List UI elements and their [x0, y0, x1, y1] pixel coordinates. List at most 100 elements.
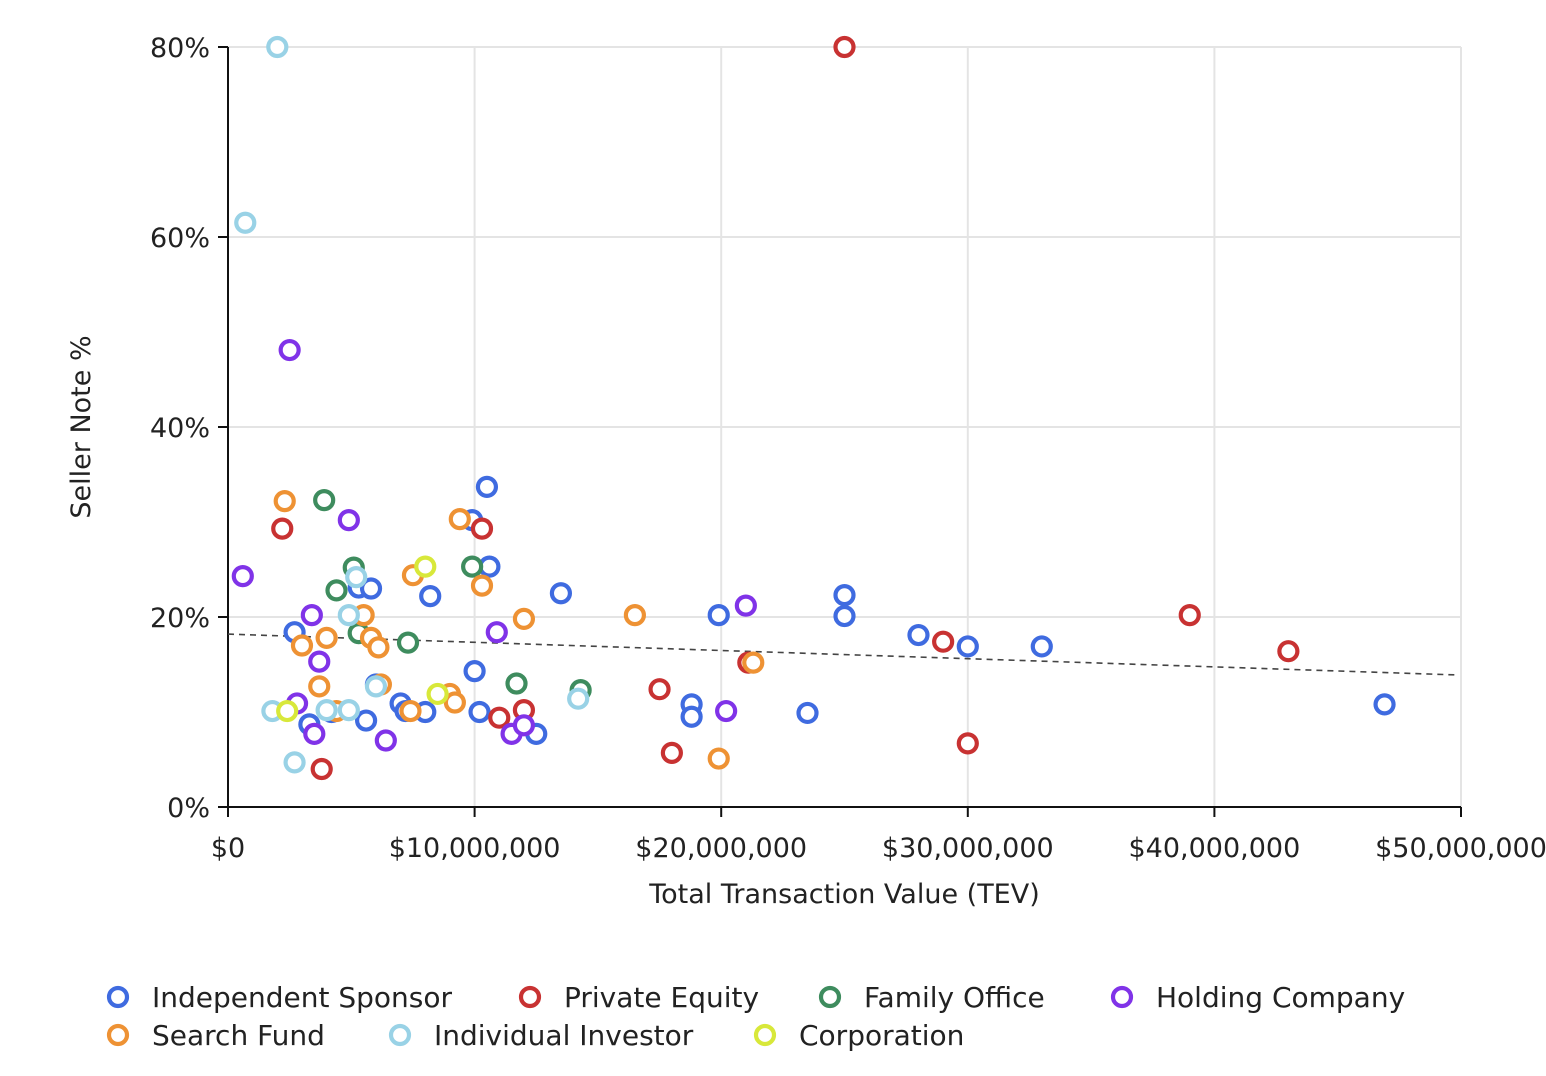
data-point: [1030, 635, 1053, 658]
gridlines: [228, 46, 1462, 807]
data-point: [337, 508, 360, 532]
legend-label: Individual Investor: [434, 1019, 694, 1052]
legend-item: Search Fund: [106, 1019, 325, 1052]
data-point: [549, 582, 573, 605]
y-tick-label: 40%: [150, 413, 210, 444]
series-individual-investor: [234, 35, 590, 774]
data-point: [414, 555, 437, 578]
axes: [218, 46, 1462, 817]
data-point: [512, 714, 536, 737]
legend: Independent Sponsor Private Equity Family …: [106, 981, 1405, 1052]
x-tick-label: $20,000,000: [635, 833, 807, 864]
data-point: [742, 651, 765, 674]
data-point: [443, 691, 466, 714]
data-point: [956, 732, 979, 755]
legend-label: Private Equity: [564, 981, 759, 1014]
data-point: [461, 555, 484, 578]
legend-marker: [818, 985, 842, 1009]
legend-marker: [106, 985, 130, 1009]
x-tick-label: $50,000,000: [1375, 833, 1546, 864]
data-point: [337, 698, 360, 722]
x-tick-label: $0: [211, 833, 245, 864]
data-point: [567, 687, 590, 710]
data-point: [1277, 640, 1300, 663]
data-point: [315, 698, 338, 722]
y-tick-label: 60%: [150, 223, 210, 254]
data-point: [337, 603, 360, 627]
data-point: [796, 701, 819, 725]
data-point: [396, 631, 420, 654]
legend-marker: [753, 1023, 777, 1047]
data-point: [623, 603, 646, 627]
legend-marker: [388, 1023, 412, 1047]
legend-marker: [518, 985, 542, 1009]
data-point: [833, 35, 856, 59]
data-point: [325, 579, 348, 602]
data-point: [660, 741, 683, 764]
data-point: [907, 623, 930, 647]
data-point: [367, 636, 390, 659]
data-point: [512, 607, 536, 631]
data-point: [276, 699, 299, 723]
y-tick-labels: 0% 20% 40% 60% 80%: [150, 33, 210, 824]
data-point: [426, 682, 449, 706]
data-point: [475, 475, 499, 498]
data-point: [374, 729, 397, 752]
y-tick-label: 0%: [167, 793, 210, 824]
data-point: [303, 722, 326, 745]
y-tick-label: 80%: [150, 33, 210, 64]
data-point: [488, 706, 511, 729]
legend-marker: [106, 1023, 130, 1047]
x-axis-title: Total Transaction Value (TEV): [648, 879, 1040, 910]
data-points: [231, 35, 1396, 781]
data-point: [308, 675, 331, 698]
data-point: [231, 565, 254, 588]
data-point: [313, 489, 336, 512]
legend-label: Search Fund: [152, 1019, 325, 1052]
data-point: [399, 699, 422, 723]
data-point: [1178, 603, 1201, 627]
legend-item: Family Office: [818, 981, 1045, 1014]
data-point: [715, 699, 738, 723]
y-axis-title: Seller Note %: [66, 335, 97, 518]
data-point: [648, 678, 671, 701]
legend-label: Corporation: [799, 1019, 964, 1052]
data-point: [273, 490, 296, 513]
legend-item: Corporation: [753, 1019, 964, 1052]
x-tick-label: $40,000,000: [1129, 833, 1301, 864]
legend-label: Family Office: [864, 981, 1045, 1014]
data-point: [359, 577, 383, 600]
data-point: [833, 584, 856, 607]
data-point: [470, 574, 494, 597]
data-point: [707, 603, 730, 627]
data-point: [505, 672, 528, 695]
legend-item: Private Equity: [518, 981, 759, 1014]
series-corporation: [276, 555, 449, 723]
data-point: [278, 338, 301, 362]
data-point: [932, 630, 955, 653]
data-point: [308, 650, 331, 673]
x-tick-label: $10,000,000: [389, 833, 561, 864]
data-point: [345, 565, 368, 589]
data-point: [266, 35, 289, 59]
data-point: [234, 211, 257, 234]
x-tick-label: $30,000,000: [882, 833, 1054, 864]
series-holding-company: [231, 338, 757, 752]
data-point: [463, 660, 486, 683]
data-point: [1373, 693, 1396, 716]
data-point: [419, 584, 442, 608]
data-point: [354, 709, 378, 732]
y-tick-label: 20%: [150, 603, 210, 634]
legend-item: Individual Investor: [388, 1019, 694, 1052]
data-point: [290, 634, 314, 657]
legend-item: Holding Company: [1110, 981, 1405, 1014]
data-point: [734, 594, 757, 617]
data-point: [707, 747, 730, 770]
data-point: [283, 751, 306, 774]
data-point: [448, 508, 471, 531]
data-point: [680, 705, 703, 728]
legend-marker: [1110, 985, 1134, 1009]
data-point: [833, 604, 856, 628]
